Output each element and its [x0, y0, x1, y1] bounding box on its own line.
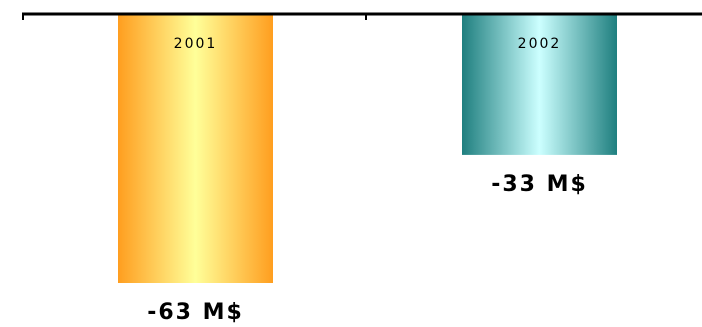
tick-label-2002: 2002 [518, 36, 562, 52]
bar-2001 [118, 14, 273, 283]
tick-label-2001: 2001 [174, 36, 218, 52]
data-label-2001: -63 M$ [147, 300, 244, 325]
labels-group: 2001 -63 M$ 2002 -33 M$ [147, 36, 588, 325]
data-label-2002: -33 M$ [491, 172, 588, 197]
bars-group [118, 14, 617, 283]
x-axis [22, 12, 702, 20]
bar-2002 [462, 14, 617, 155]
